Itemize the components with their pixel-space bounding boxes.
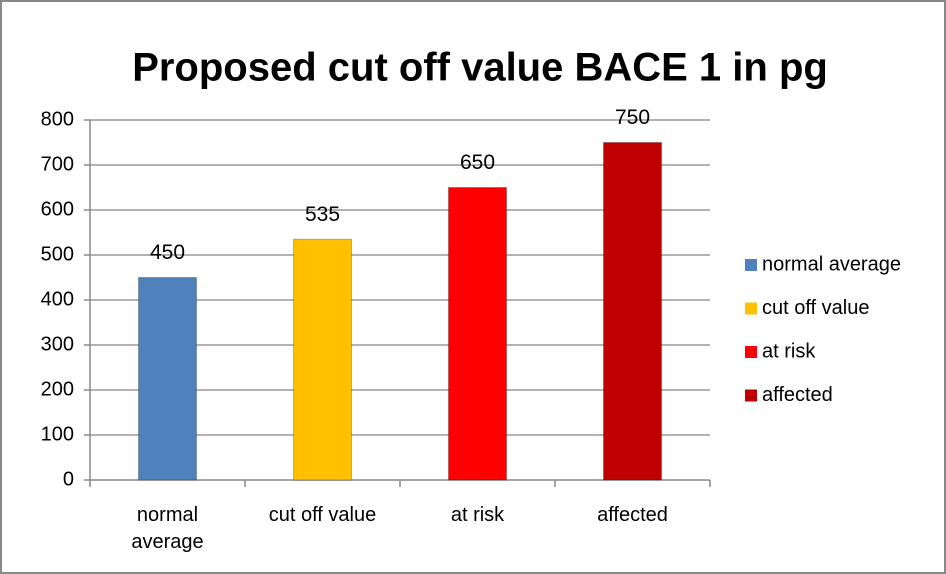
- x-tick-label: at risk: [450, 504, 505, 526]
- bar: [448, 187, 507, 481]
- legend-swatch: [745, 389, 757, 402]
- y-tick-label: 800: [41, 108, 74, 130]
- y-tick-label: 500: [41, 243, 74, 265]
- y-tick-label: 400: [41, 288, 74, 310]
- chart-title: Proposed cut off value BACE 1 in pg: [132, 46, 828, 90]
- legend-label: affected: [762, 384, 833, 406]
- legend-label: at risk: [762, 340, 816, 362]
- data-label: 535: [305, 203, 340, 226]
- y-tick-label: 200: [41, 378, 74, 400]
- legend-label: cut off value: [762, 297, 869, 319]
- data-label: 450: [150, 241, 185, 264]
- y-tick-label: 100: [41, 423, 74, 445]
- legend-swatch: [745, 346, 757, 358]
- bar: [138, 277, 197, 481]
- y-tick-label: 700: [41, 153, 74, 175]
- y-tick-label: 600: [41, 198, 74, 220]
- data-label: 650: [460, 151, 495, 174]
- data-label: 750: [615, 106, 650, 129]
- x-tick-label: cut off value: [268, 504, 377, 526]
- x-tick-label: normal average: [131, 504, 204, 553]
- legend-swatch: [745, 259, 757, 271]
- bar: [603, 142, 662, 481]
- legend-label: normal average: [762, 253, 901, 275]
- x-tick-label: affected: [597, 504, 668, 526]
- y-tick-label: 0: [63, 468, 74, 490]
- bar: [293, 238, 352, 481]
- legend-swatch: [745, 302, 757, 315]
- y-tick-label: 300: [41, 333, 74, 355]
